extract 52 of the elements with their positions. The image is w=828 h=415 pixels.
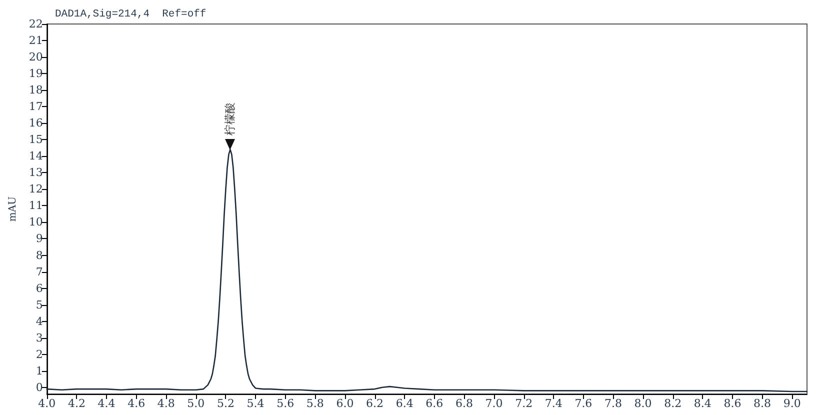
x-tick-label: 8.0: [634, 397, 652, 410]
y-tick-label: 17: [28, 100, 43, 114]
x-tick-label: 4.2: [68, 397, 86, 410]
x-tick-label: 7.0: [485, 397, 503, 410]
y-tick-label: 5: [36, 298, 43, 312]
x-tick-label: 6.6: [426, 397, 444, 410]
x-tick-label: 5.2: [216, 397, 234, 410]
y-tick-label: 10: [28, 216, 43, 229]
y-tick-label: 22: [28, 18, 43, 30]
x-tick-label: 9.0: [783, 397, 801, 410]
y-tick-label: 13: [28, 166, 43, 180]
y-tick-label: 19: [28, 67, 43, 80]
x-tick-label: 8.6: [724, 397, 742, 410]
x-tick-label: 4.0: [38, 397, 56, 410]
y-tick-label: 16: [28, 116, 43, 130]
y-tick-label: 1: [36, 364, 43, 378]
y-tick-label: 8: [36, 248, 43, 262]
y-tick-label: 14: [28, 150, 43, 163]
x-tick-label: 6.4: [396, 397, 414, 410]
y-tick-label: 12: [28, 182, 43, 196]
y-tick-label: 3: [36, 331, 43, 344]
x-tick-label: 6.8: [455, 397, 473, 410]
y-tick-label: 0: [36, 380, 43, 394]
y-tick-label: 18: [28, 84, 43, 97]
x-tick-label: 7.4: [544, 397, 562, 410]
x-tick-label: 5.6: [276, 397, 294, 410]
x-tick-label: 5.4: [246, 397, 264, 410]
x-tick-label: 4.8: [157, 397, 175, 410]
y-tick-label: 2: [36, 348, 43, 361]
x-tick-label: 6.2: [366, 397, 384, 410]
x-tick-label: 8.4: [694, 397, 712, 410]
y-tick-label: 9: [36, 232, 43, 246]
x-tick-label: 7.6: [574, 397, 592, 410]
y-tick-label: 20: [28, 50, 43, 64]
y-tick-label: 21: [28, 34, 43, 48]
y-tick-label: 6: [36, 282, 43, 295]
x-tick-label: 7.2: [515, 397, 533, 410]
y-tick-label: 7: [36, 265, 43, 278]
y-axis-title: mAU: [8, 196, 18, 222]
x-tick-label: 5.8: [306, 397, 324, 410]
y-tick-label: 4: [36, 314, 43, 328]
y-tick-label: 11: [28, 199, 43, 212]
chart-title: DAD1A,Sig=214,4 Ref=off: [55, 8, 206, 20]
x-tick-label: 8.2: [664, 397, 682, 410]
annotation: 柠檬酸: [224, 102, 237, 136]
x-tick-label: 6.0: [336, 397, 354, 410]
x-tick-label: 8.8: [754, 397, 772, 410]
x-tick-label: 4.4: [98, 397, 116, 410]
y-tick-label: 15: [28, 133, 43, 146]
x-tick-label: 7.8: [604, 397, 622, 410]
x-tick-label: 5.0: [187, 397, 205, 410]
x-tick-label: 4.6: [128, 397, 146, 410]
